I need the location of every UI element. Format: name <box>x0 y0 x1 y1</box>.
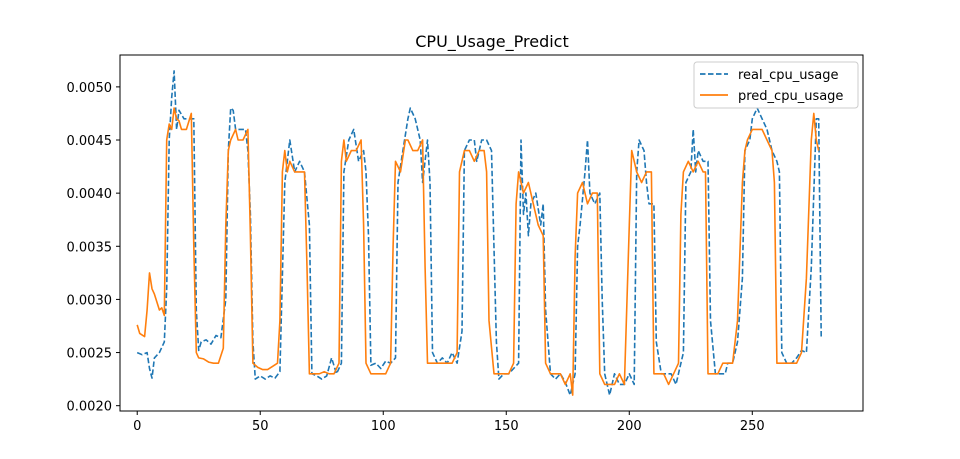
chart-title: CPU_Usage_Predict <box>415 32 569 52</box>
plot-frame <box>119 54 864 412</box>
plot-lines <box>136 70 822 396</box>
x-axis: 0 50 100 150 200 250 <box>133 411 765 434</box>
y-tick-label: 0.0040 <box>67 187 113 202</box>
x-tick-label: 0 <box>133 419 141 434</box>
x-tick-label: 250 <box>740 419 765 434</box>
x-tick-label: 100 <box>371 419 396 434</box>
y-tick-label: 0.0020 <box>67 400 113 415</box>
y-tick-label: 0.0045 <box>67 134 113 149</box>
y-tick-label: 0.0050 <box>67 81 113 96</box>
legend: real_cpu_usage pred_cpu_usage <box>693 61 859 109</box>
legend-label-real: real_cpu_usage <box>738 68 839 83</box>
y-axis: 0.0020 0.0025 0.0030 0.0035 0.0040 0.0045 0.00… <box>67 81 120 415</box>
x-tick-label: 200 <box>617 419 642 434</box>
x-tick-label: 150 <box>494 419 519 434</box>
y-tick-label: 0.0025 <box>67 347 113 362</box>
y-tick-label: 0.0030 <box>67 293 113 308</box>
x-tick-label: 50 <box>252 419 269 434</box>
y-tick-label: 0.0035 <box>67 240 113 255</box>
legend-box <box>693 61 859 109</box>
series-line-pred-cpu-usage <box>136 107 820 396</box>
legend-label-pred: pred_cpu_usage <box>738 89 843 104</box>
